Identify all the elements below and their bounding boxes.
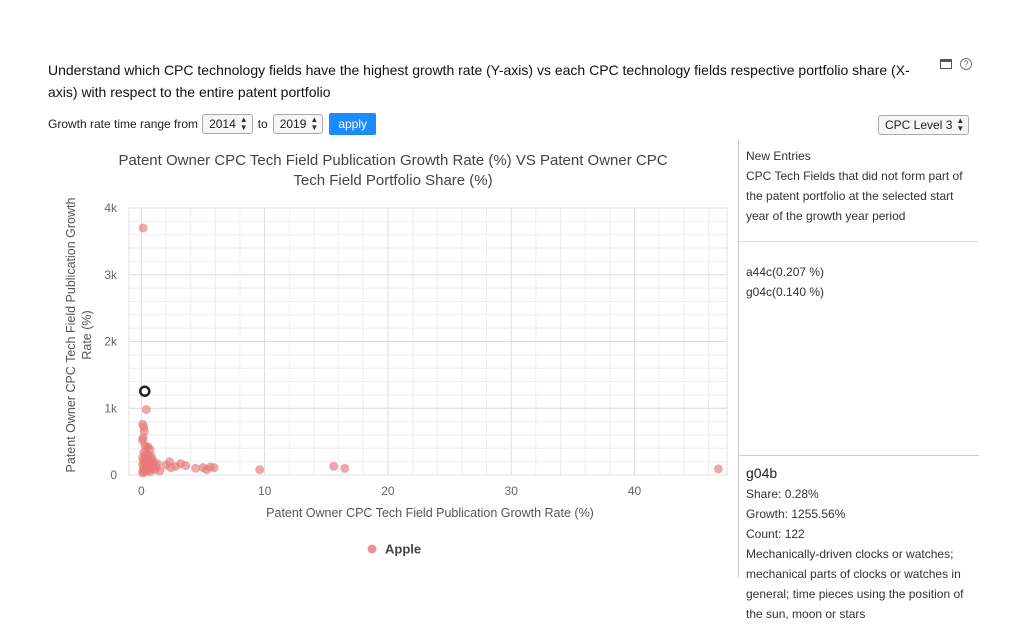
info-panel: New Entries CPC Tech Fields that did not… xyxy=(738,140,979,621)
chart-title-line-2: Tech Field Portfolio Share (%) xyxy=(293,172,492,189)
cpc-level-select[interactable]: CPC Level 3 ▲ ▼ xyxy=(878,115,970,135)
help-icon[interactable]: ? xyxy=(960,58,972,70)
apply-button[interactable]: apply xyxy=(329,113,377,135)
data-point[interactable] xyxy=(713,464,723,474)
detail-count: Count: 122 xyxy=(746,527,805,541)
to-year-select[interactable]: 2019 ▲ ▼ xyxy=(272,114,324,134)
data-point[interactable] xyxy=(340,463,350,473)
data-point[interactable] xyxy=(209,463,219,473)
selected-data-point[interactable] xyxy=(139,385,151,397)
range-label: Growth rate time range from xyxy=(48,117,199,131)
scatter-chart: Patent Owner CPC Tech Field Publication … xyxy=(44,140,739,578)
x-tick-label: 30 xyxy=(505,484,519,498)
data-point[interactable] xyxy=(138,223,148,233)
chart-title-line-1: Patent Owner CPC Tech Field Publication … xyxy=(118,152,667,169)
to-label: to xyxy=(257,117,268,131)
chart-description: Understand which CPC technology fields h… xyxy=(48,62,910,100)
chart-grid xyxy=(128,207,728,476)
x-tick-label: 20 xyxy=(381,484,395,498)
selected-point-detail: g04b Share: 0.28% Growth: 1255.56% Count… xyxy=(739,456,979,624)
y-tick-label: 4k xyxy=(104,201,118,215)
to-year-value: 2019 xyxy=(279,117,307,131)
select-arrows-icon: ▲ ▼ xyxy=(239,115,248,132)
x-tick-label: 0 xyxy=(138,484,145,498)
x-axis-label: Patent Owner CPC Tech Field Publication … xyxy=(266,506,594,520)
window-icon[interactable] xyxy=(940,59,952,69)
detail-code: g04b xyxy=(746,465,778,481)
new-entries-list: a44c(0.207 %) g04c(0.140 %) xyxy=(739,242,979,456)
data-point[interactable] xyxy=(329,461,339,471)
time-range-controls: Growth rate time range from 2014 ▲ ▼ to 2… xyxy=(48,113,377,135)
legend-marker xyxy=(367,544,377,554)
detail-description: Mechanically-driven clocks or watches; m… xyxy=(746,547,964,621)
cpc-level-value: CPC Level 3 xyxy=(885,118,953,132)
data-point[interactable] xyxy=(165,457,175,467)
legend[interactable]: Apple xyxy=(367,542,422,557)
plot-border xyxy=(128,207,728,476)
new-entries-section: New Entries CPC Tech Fields that did not… xyxy=(739,140,979,242)
y-tick-label: 1k xyxy=(104,401,118,415)
header-icons: ? xyxy=(940,58,972,70)
y-axis-label-line-1: Patent Owner CPC Tech Field Publication … xyxy=(64,198,78,473)
y-tick-label: 3k xyxy=(104,268,118,282)
y-axis-label: Patent Owner CPC Tech Field Publication … xyxy=(64,198,94,473)
y-tick-label: 2k xyxy=(104,335,118,349)
data-point[interactable] xyxy=(202,465,212,475)
detail-growth: Growth: 1255.56% xyxy=(746,507,846,521)
y-tick-label: 0 xyxy=(110,468,117,482)
x-tick-label: 10 xyxy=(258,484,272,498)
data-point[interactable] xyxy=(255,465,265,475)
legend-label-apple: Apple xyxy=(385,542,421,557)
list-item: g04c(0.140 %) xyxy=(746,285,825,299)
axis-ticks: 0 10 20 30 40 0 1k 2k 3k 4k xyxy=(104,201,641,498)
data-point[interactable] xyxy=(181,461,191,471)
from-year-select[interactable]: 2014 ▲ ▼ xyxy=(202,114,253,134)
data-point[interactable] xyxy=(155,466,165,476)
y-axis-label-line-2: Rate (%) xyxy=(80,310,94,359)
select-arrows-icon: ▲ ▼ xyxy=(956,116,965,133)
list-item: a44c(0.207 %) xyxy=(746,265,825,279)
data-point[interactable] xyxy=(191,463,201,473)
data-point[interactable] xyxy=(138,468,148,478)
detail-share: Share: 0.28% xyxy=(746,487,819,501)
x-tick-label: 40 xyxy=(628,484,642,498)
new-entries-title: New Entries xyxy=(746,149,811,163)
data-point[interactable] xyxy=(141,405,151,415)
new-entries-description: CPC Tech Fields that did not form part o… xyxy=(746,169,963,223)
select-arrows-icon: ▲ ▼ xyxy=(310,115,319,132)
from-year-value: 2014 xyxy=(209,117,236,131)
chart-canvas: Patent Owner CPC Tech Field Publication … xyxy=(64,152,728,557)
data-points xyxy=(138,223,723,478)
